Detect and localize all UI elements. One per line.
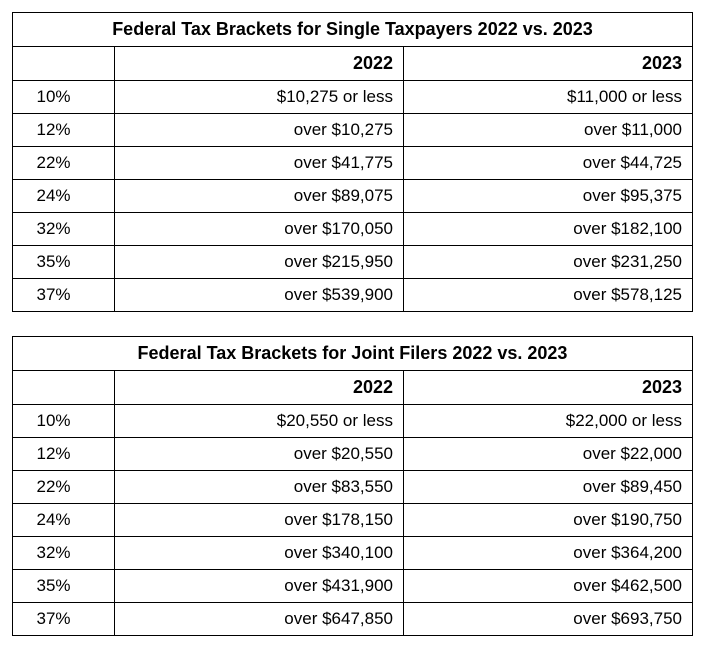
- bracket-cell: 35%: [13, 570, 115, 603]
- bracket-cell: 10%: [13, 405, 115, 438]
- bracket-cell: 22%: [13, 471, 115, 504]
- value-2023: over $578,125: [404, 279, 693, 312]
- bracket-cell: 12%: [13, 438, 115, 471]
- value-2023: over $22,000: [404, 438, 693, 471]
- col-header-2022: 2022: [115, 371, 404, 405]
- bracket-cell: 22%: [13, 147, 115, 180]
- bracket-cell: 37%: [13, 603, 115, 636]
- value-2022: over $83,550: [115, 471, 404, 504]
- value-2023: over $231,250: [404, 246, 693, 279]
- table-row: 35% over $431,900 over $462,500: [13, 570, 693, 603]
- value-2023: over $89,450: [404, 471, 693, 504]
- table-row: 37% over $539,900 over $578,125: [13, 279, 693, 312]
- table-row: 22% over $83,550 over $89,450: [13, 471, 693, 504]
- bracket-cell: 12%: [13, 114, 115, 147]
- col-header-blank: [13, 371, 115, 405]
- value-2023: over $693,750: [404, 603, 693, 636]
- table-title: Federal Tax Brackets for Single Taxpayer…: [13, 13, 693, 47]
- table-row: 32% over $340,100 over $364,200: [13, 537, 693, 570]
- table-row: 10% $10,275 or less $11,000 or less: [13, 81, 693, 114]
- table-row: 24% over $89,075 over $95,375: [13, 180, 693, 213]
- table-row: 12% over $10,275 over $11,000: [13, 114, 693, 147]
- table-row: 37% over $647,850 over $693,750: [13, 603, 693, 636]
- header-row: 2022 2023: [13, 47, 693, 81]
- table-row: 24% over $178,150 over $190,750: [13, 504, 693, 537]
- col-header-2022: 2022: [115, 47, 404, 81]
- value-2022: over $215,950: [115, 246, 404, 279]
- col-header-blank: [13, 47, 115, 81]
- value-2022: over $89,075: [115, 180, 404, 213]
- value-2023: over $182,100: [404, 213, 693, 246]
- bracket-cell: 24%: [13, 180, 115, 213]
- table-row: 35% over $215,950 over $231,250: [13, 246, 693, 279]
- value-2022: over $647,850: [115, 603, 404, 636]
- value-2022: over $41,775: [115, 147, 404, 180]
- value-2022: over $340,100: [115, 537, 404, 570]
- value-2023: $22,000 or less: [404, 405, 693, 438]
- table-row: 10% $20,550 or less $22,000 or less: [13, 405, 693, 438]
- value-2023: over $95,375: [404, 180, 693, 213]
- table-row: 12% over $20,550 over $22,000: [13, 438, 693, 471]
- value-2022: over $178,150: [115, 504, 404, 537]
- value-2023: over $190,750: [404, 504, 693, 537]
- value-2022: over $170,050: [115, 213, 404, 246]
- table-row: 32% over $170,050 over $182,100: [13, 213, 693, 246]
- tax-table-single: Federal Tax Brackets for Single Taxpayer…: [12, 12, 693, 312]
- bracket-cell: 24%: [13, 504, 115, 537]
- header-row: 2022 2023: [13, 371, 693, 405]
- value-2023: over $364,200: [404, 537, 693, 570]
- table-title: Federal Tax Brackets for Joint Filers 20…: [13, 337, 693, 371]
- table-row: 22% over $41,775 over $44,725: [13, 147, 693, 180]
- value-2023: over $11,000: [404, 114, 693, 147]
- bracket-cell: 35%: [13, 246, 115, 279]
- bracket-cell: 32%: [13, 213, 115, 246]
- title-row: Federal Tax Brackets for Single Taxpayer…: [13, 13, 693, 47]
- bracket-cell: 32%: [13, 537, 115, 570]
- col-header-2023: 2023: [404, 47, 693, 81]
- value-2022: over $431,900: [115, 570, 404, 603]
- tax-table-joint: Federal Tax Brackets for Joint Filers 20…: [12, 336, 693, 636]
- value-2022: $10,275 or less: [115, 81, 404, 114]
- col-header-2023: 2023: [404, 371, 693, 405]
- title-row: Federal Tax Brackets for Joint Filers 20…: [13, 337, 693, 371]
- value-2022: over $20,550: [115, 438, 404, 471]
- bracket-cell: 10%: [13, 81, 115, 114]
- value-2023: over $44,725: [404, 147, 693, 180]
- bracket-cell: 37%: [13, 279, 115, 312]
- value-2023: over $462,500: [404, 570, 693, 603]
- value-2022: over $10,275: [115, 114, 404, 147]
- value-2023: $11,000 or less: [404, 81, 693, 114]
- value-2022: $20,550 or less: [115, 405, 404, 438]
- value-2022: over $539,900: [115, 279, 404, 312]
